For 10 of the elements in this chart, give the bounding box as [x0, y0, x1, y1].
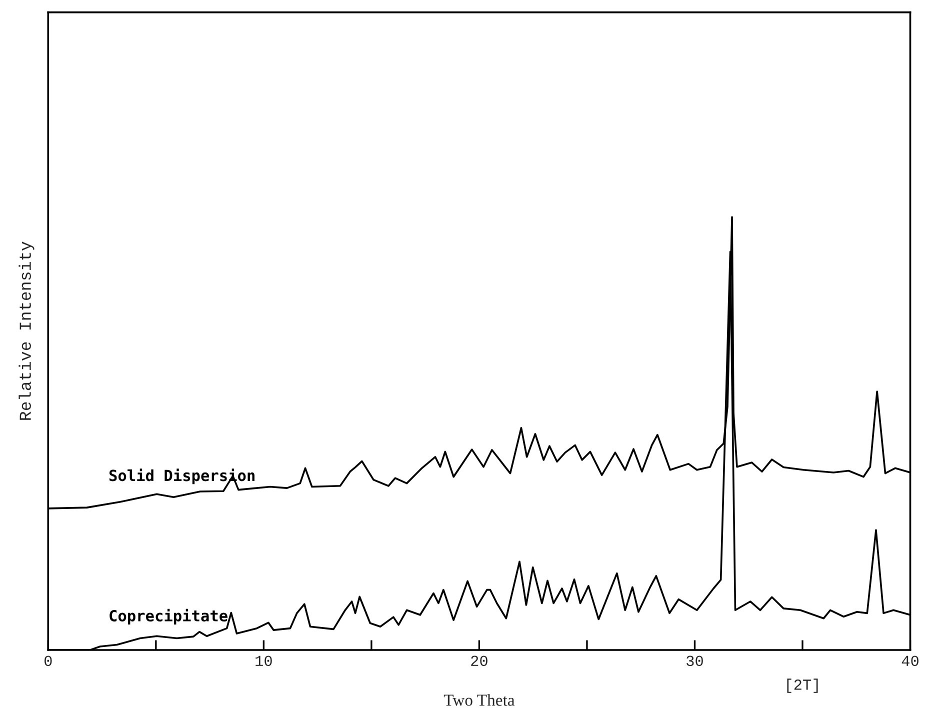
text: [2T] — [787, 678, 818, 693]
x-tick-label: 20 — [471, 656, 488, 666]
x-tick-label: 0 — [44, 656, 52, 666]
x-tick-label: 40 — [902, 656, 918, 666]
series-label: Coprecipitate — [110, 608, 228, 624]
x-axis-title: Two Theta — [444, 694, 515, 706]
y-axis-title: Relative Intensity — [18, 242, 34, 420]
x-tick-label: 10 — [256, 656, 272, 666]
series-label: Solid Dispersion — [109, 468, 254, 484]
x-tick-label: 30 — [686, 656, 703, 666]
